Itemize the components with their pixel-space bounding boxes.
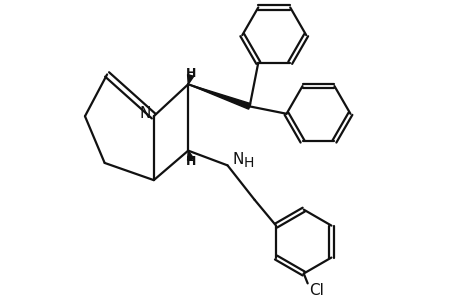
Text: Cl: Cl bbox=[308, 283, 323, 298]
Text: H: H bbox=[243, 156, 253, 170]
Polygon shape bbox=[188, 84, 250, 109]
Polygon shape bbox=[187, 75, 193, 84]
Text: H: H bbox=[185, 155, 196, 168]
Text: N: N bbox=[232, 152, 244, 167]
Polygon shape bbox=[187, 151, 193, 160]
Text: N: N bbox=[139, 106, 150, 121]
Text: H: H bbox=[185, 67, 196, 80]
